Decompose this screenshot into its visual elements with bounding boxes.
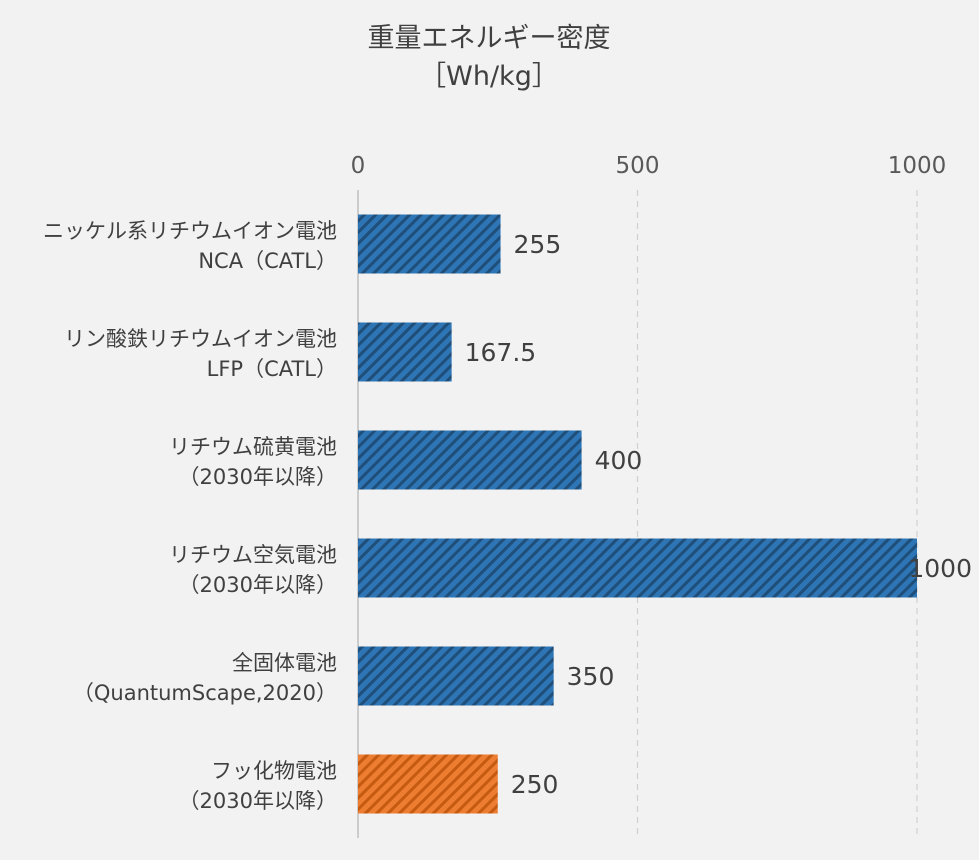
bar — [358, 214, 501, 274]
data-label: 167.5 — [465, 338, 537, 367]
data-label: 400 — [595, 446, 643, 475]
chart-subtitle: ［Wh/kg］ — [419, 61, 559, 92]
tick-label: 1000 — [888, 153, 947, 179]
data-label: 1000 — [908, 554, 972, 583]
data-label: 350 — [567, 662, 615, 691]
data-label: 250 — [511, 770, 559, 799]
category-label: （QuantumScape,2020） — [73, 681, 337, 705]
bar — [358, 754, 498, 814]
category-label: フッ化物電池 — [211, 759, 337, 783]
bars — [358, 214, 917, 814]
bar — [358, 646, 554, 706]
category-label: （2030年以降） — [179, 573, 337, 597]
category-label: リン酸鉄リチウムイオン電池 — [64, 327, 337, 351]
gridlines — [357, 190, 918, 838]
category-label: （2030年以降） — [179, 789, 337, 813]
axis-ticks: 0 500 1000 — [351, 153, 947, 179]
bar — [358, 430, 582, 490]
value-labels: 255 167.5 400 1000 350 250 — [465, 230, 972, 799]
bar — [358, 322, 452, 382]
category-label: ニッケル系リチウムイオン電池 — [43, 219, 337, 243]
category-label: LFP（CATL） — [207, 357, 337, 381]
category-labels: ニッケル系リチウムイオン電池 NCA（CATL） リン酸鉄リチウムイオン電池 LFP（… — [43, 219, 337, 813]
category-label: リチウム空気電池 — [169, 543, 337, 567]
category-label: NCA（CATL） — [198, 249, 337, 273]
bar — [358, 538, 917, 598]
tick-label: 500 — [616, 153, 660, 179]
data-label: 255 — [514, 230, 562, 259]
category-label: （2030年以降） — [179, 465, 337, 489]
category-label: リチウム硫黄電池 — [169, 435, 337, 459]
category-label: 全固体電池 — [232, 651, 337, 675]
tick-label: 0 — [351, 153, 366, 179]
chart-title: 重量エネルギー密度 — [368, 23, 611, 54]
